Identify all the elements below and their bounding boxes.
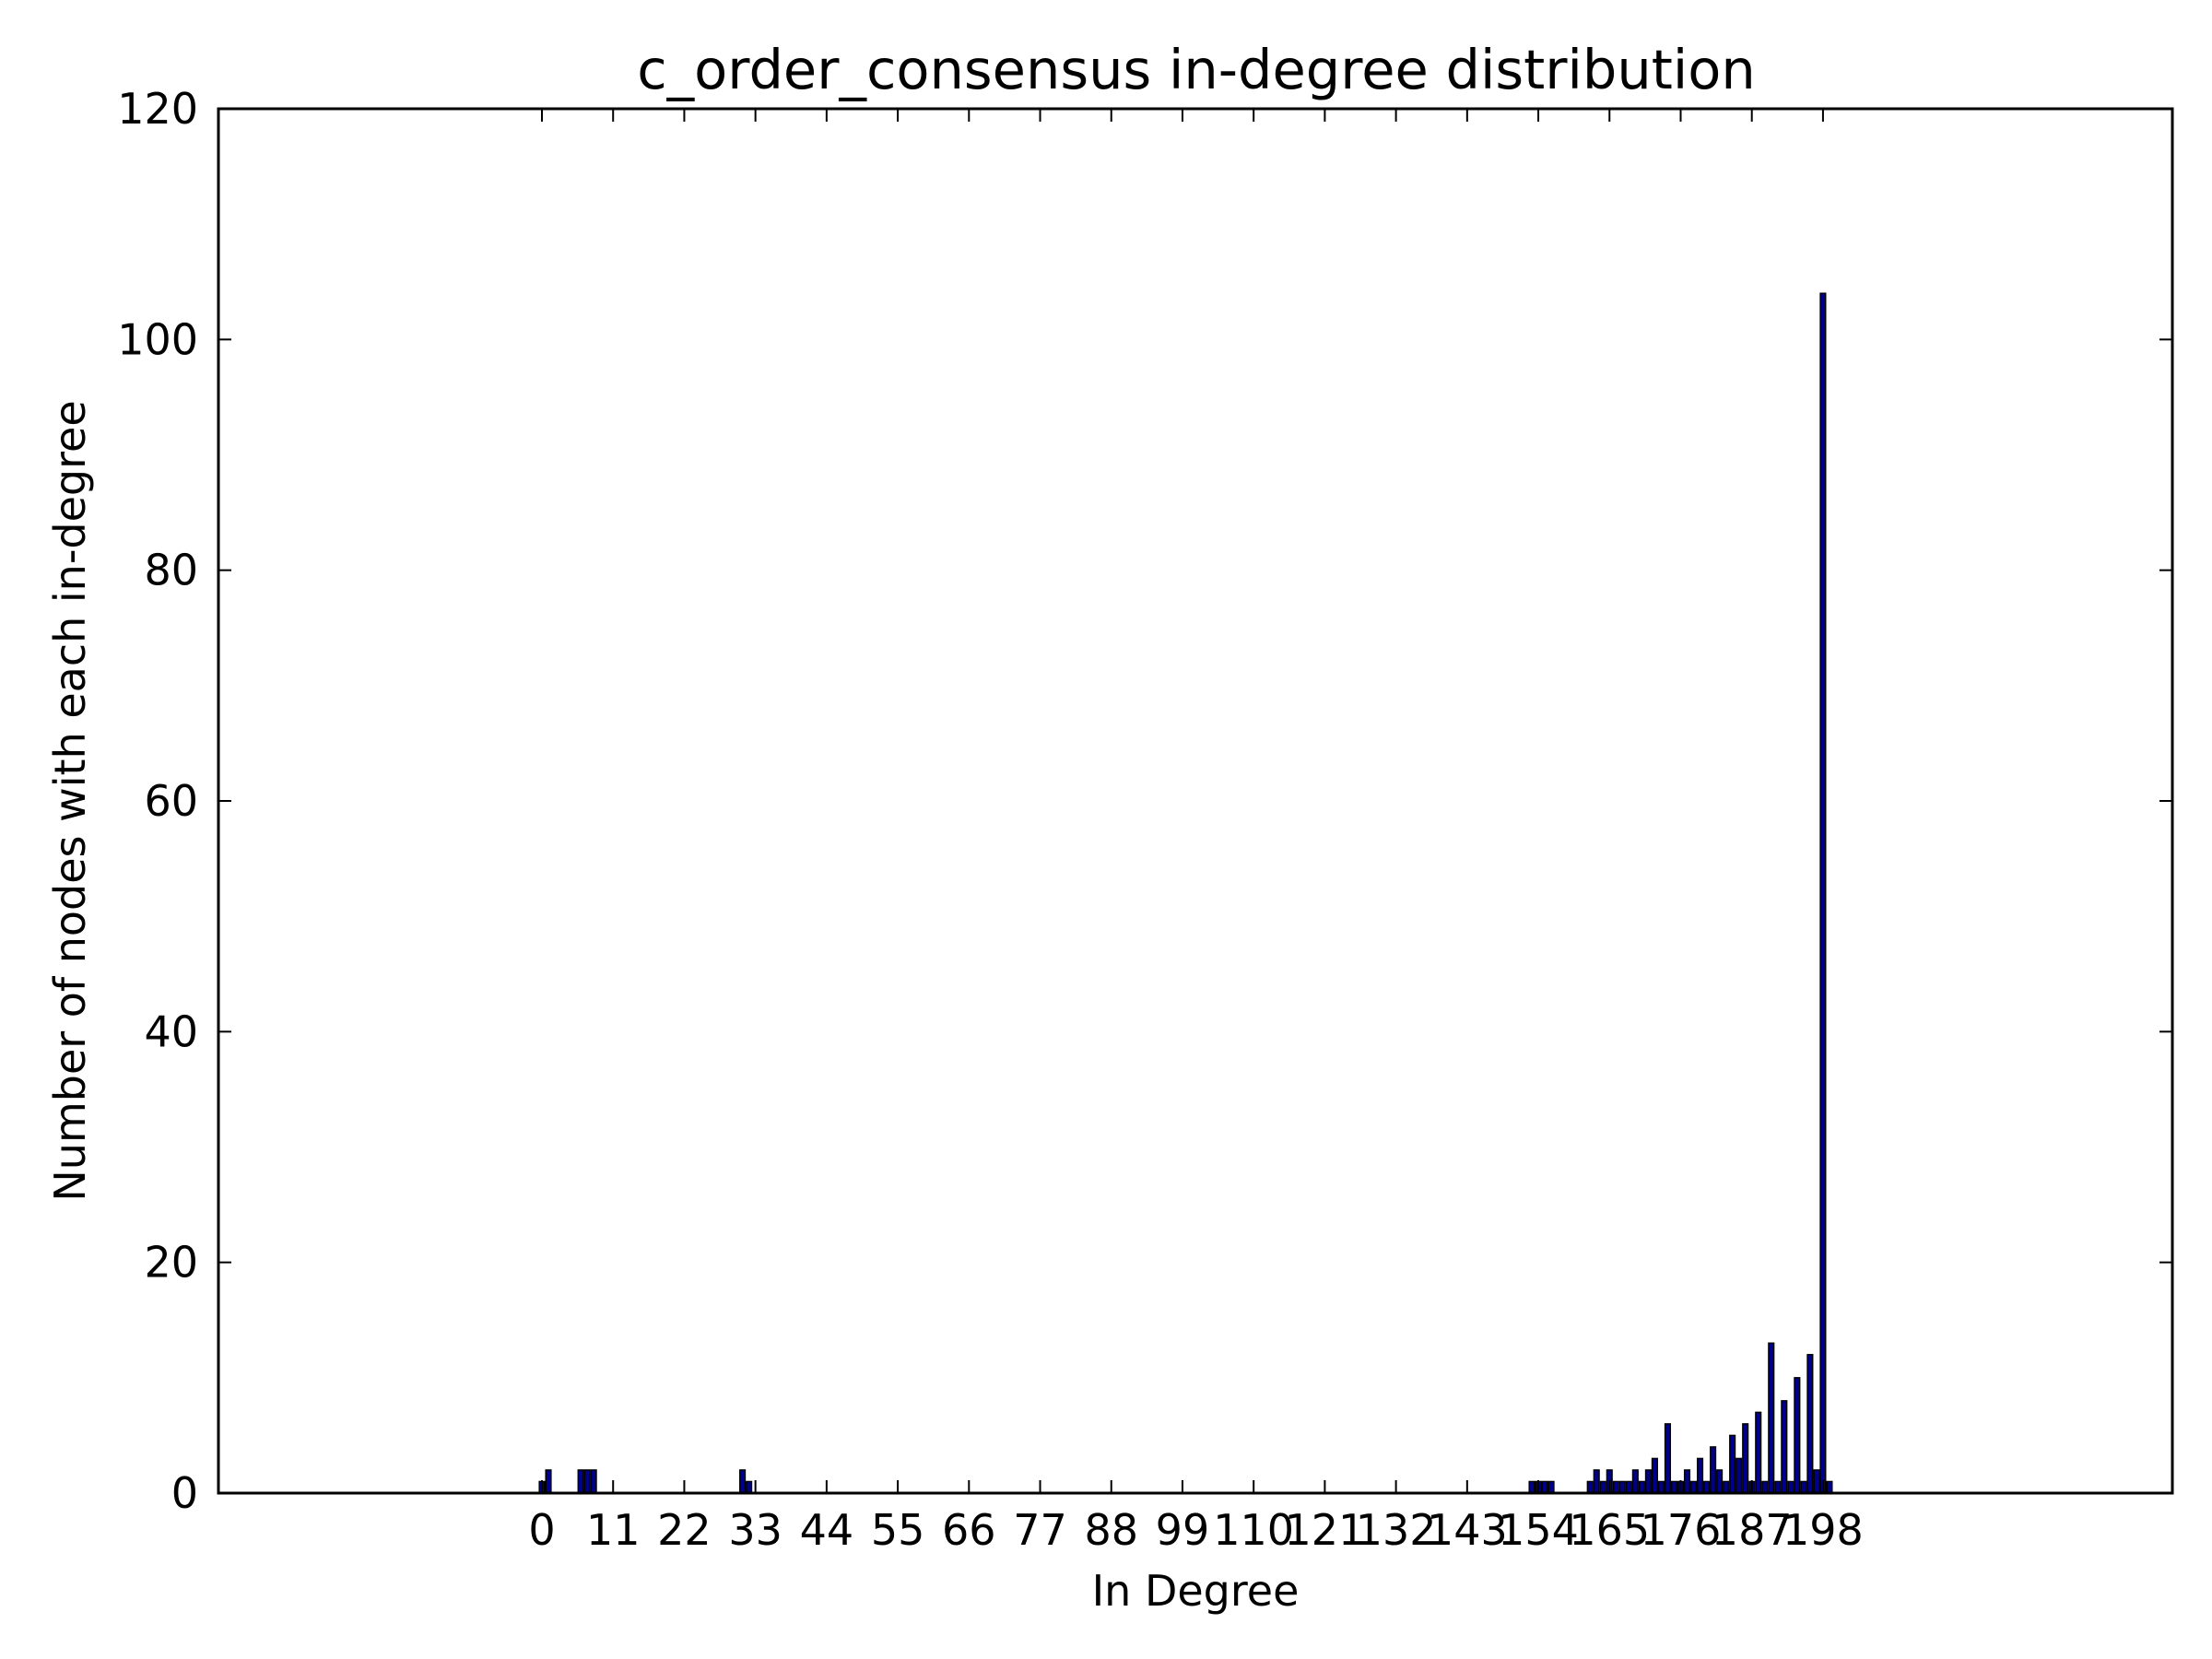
x-tick-label: 44 <box>800 1505 854 1555</box>
bar <box>1800 1480 1807 1494</box>
y-tick-label: 60 <box>144 776 198 826</box>
bar <box>545 1469 552 1494</box>
y-tick-label: 120 <box>117 84 198 134</box>
bar <box>1794 1377 1801 1494</box>
x-tick-label: 176 <box>1641 1505 1722 1555</box>
bar <box>1593 1469 1600 1494</box>
x-tick-label: 11 <box>586 1505 641 1555</box>
bar <box>1644 1469 1652 1494</box>
x-tick-label: 22 <box>657 1505 712 1555</box>
y-tick-label: 20 <box>144 1238 198 1288</box>
x-tick-label: 198 <box>1783 1505 1864 1555</box>
bar <box>1774 1480 1782 1494</box>
bar <box>1586 1480 1594 1494</box>
bar <box>1735 1457 1743 1494</box>
y-axis-label: Number of nodes with each in-degree <box>45 400 95 1201</box>
bar <box>1528 1480 1535 1494</box>
x-tick-label: 0 <box>528 1505 555 1555</box>
bar <box>1670 1480 1678 1494</box>
bar <box>1729 1434 1736 1494</box>
bar <box>1631 1469 1639 1494</box>
y-tick-label: 0 <box>171 1468 198 1518</box>
x-tick-label: 154 <box>1498 1505 1579 1555</box>
bar <box>1689 1480 1698 1494</box>
bar <box>1742 1423 1749 1494</box>
bar <box>1710 1446 1717 1494</box>
x-tick-label: 55 <box>871 1505 925 1555</box>
bar <box>1618 1480 1626 1494</box>
x-tick-label: 165 <box>1569 1505 1650 1555</box>
bar <box>1787 1480 1794 1494</box>
x-tick-label: 77 <box>1013 1505 1067 1555</box>
bar <box>1696 1457 1704 1494</box>
bar <box>1683 1469 1691 1494</box>
x-axis: 0 11 22 33 44 55 66 77 88 99 110121132143154165176… <box>528 109 1864 1555</box>
chart-title: c_order_consensus in-degree distribution <box>637 38 1756 101</box>
bar <box>1703 1480 1711 1494</box>
x-tick-label: 121 <box>1284 1505 1365 1555</box>
bar <box>1547 1480 1555 1494</box>
bar <box>1541 1480 1548 1494</box>
bar <box>1723 1480 1730 1494</box>
bar <box>1768 1342 1775 1494</box>
bar <box>1612 1480 1619 1494</box>
bar <box>1813 1469 1820 1494</box>
x-tick-label: 143 <box>1427 1505 1508 1555</box>
bar <box>746 1480 753 1494</box>
x-tick-label: 66 <box>942 1505 996 1555</box>
y-tick-label: 100 <box>117 314 198 364</box>
bar <box>1638 1480 1645 1494</box>
bar <box>1755 1411 1762 1494</box>
y-tick-label: 80 <box>144 546 198 595</box>
bar <box>583 1469 591 1494</box>
x-tick-label: 33 <box>728 1505 782 1555</box>
bar <box>1806 1354 1814 1494</box>
x-tick-label: 88 <box>1084 1505 1138 1555</box>
bars-layer <box>538 292 1833 1494</box>
bar <box>1761 1480 1769 1494</box>
bar <box>1781 1400 1788 1494</box>
bar <box>1651 1457 1658 1494</box>
bar <box>1657 1480 1665 1494</box>
y-tick-label: 40 <box>144 1006 198 1056</box>
bar <box>739 1469 747 1494</box>
x-tick-label: 99 <box>1156 1505 1210 1555</box>
bar <box>1599 1480 1606 1494</box>
bar <box>1826 1480 1833 1494</box>
x-tick-label: 187 <box>1712 1505 1793 1555</box>
x-axis-label: In Degree <box>1092 1566 1300 1616</box>
bar <box>1819 292 1827 1494</box>
x-tick-label: 132 <box>1356 1505 1437 1555</box>
plot-frame <box>217 107 2174 1495</box>
bar <box>1716 1469 1724 1494</box>
x-tick-label: 110 <box>1213 1505 1294 1555</box>
bar <box>1625 1480 1632 1494</box>
bar <box>590 1469 597 1494</box>
y-axis: 0 20 40 60 80 100 120 <box>117 84 2172 1518</box>
bar <box>1664 1423 1672 1494</box>
bar <box>577 1469 584 1494</box>
